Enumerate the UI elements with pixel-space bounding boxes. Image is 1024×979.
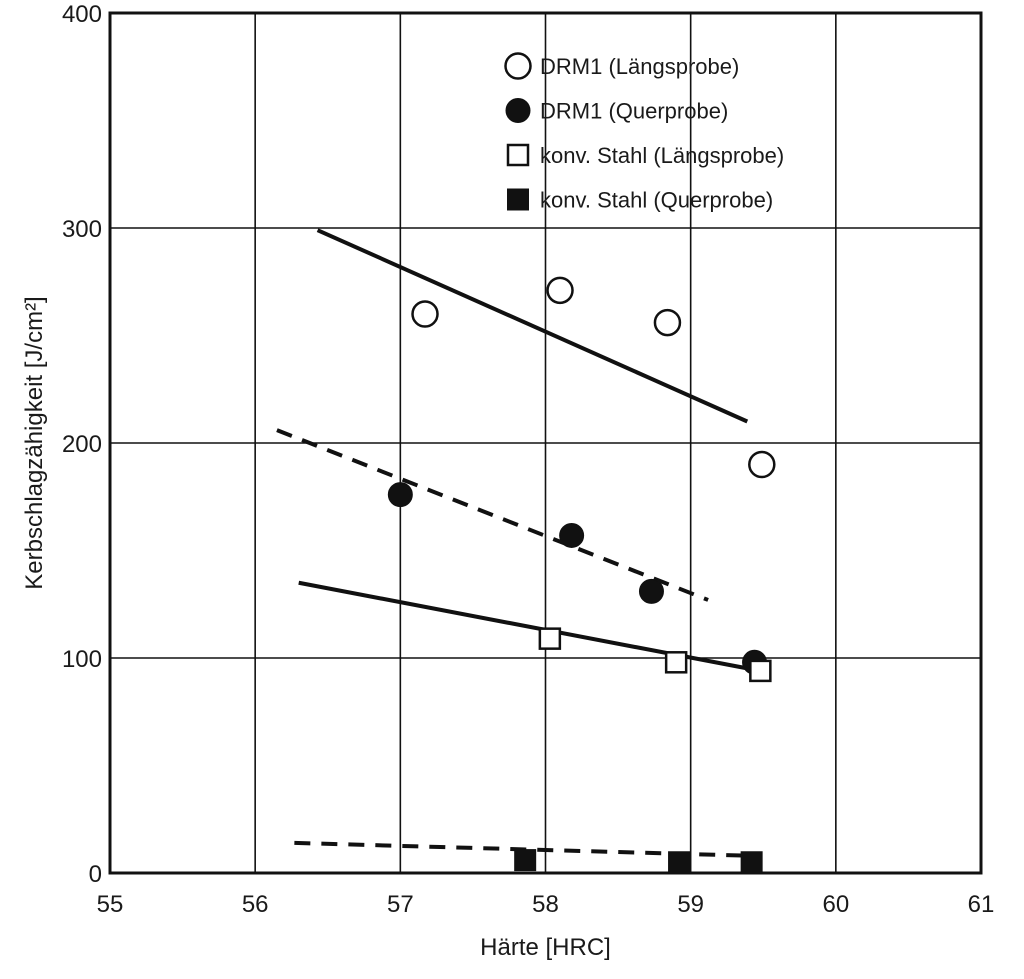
x-tick-label: 58 <box>532 891 559 918</box>
data-markers <box>387 276 776 874</box>
data-point <box>546 276 574 305</box>
x-tick-label: 59 <box>677 891 704 918</box>
y-tick-label: 0 <box>89 861 102 888</box>
y-tick-label: 200 <box>62 431 102 458</box>
data-point <box>387 482 413 508</box>
data-point <box>538 627 562 650</box>
data-point <box>514 849 537 872</box>
data-point <box>559 522 585 548</box>
trend-line <box>316 228 749 424</box>
data-point <box>668 851 691 874</box>
plot-frame <box>108 11 983 875</box>
legend-marker <box>504 52 532 80</box>
data-point <box>411 300 439 328</box>
data-point <box>653 308 682 337</box>
legend-marker <box>505 98 531 123</box>
data-point <box>638 578 664 604</box>
x-tick-label: 61 <box>968 891 995 918</box>
tick-labels: 55 56 57 58 59 60 61 0 100 200 300 400 <box>62 1 994 918</box>
legend-marker <box>507 188 529 211</box>
data-point <box>749 659 772 683</box>
y-tick-label: 100 <box>62 646 102 673</box>
trend-line <box>276 428 709 602</box>
x-axis-title: Härte [HRC] <box>480 934 611 961</box>
legend-label: konv. Stahl (Längsprobe) <box>540 143 784 168</box>
y-axis-title: Kerbschlagzähigkeit [J/cm²] <box>21 296 48 589</box>
data-point <box>748 450 776 479</box>
legend-marker <box>506 143 530 167</box>
legend-label: konv. Stahl (Querprobe) <box>540 188 773 213</box>
x-tick-label: 56 <box>242 891 269 918</box>
grid <box>110 13 981 873</box>
x-tick-label: 57 <box>387 891 414 918</box>
x-tick-label: 55 <box>97 891 124 918</box>
legend: DRM1 (Längsprobe) DRM1 (Querprobe) konv. S… <box>504 52 784 213</box>
y-tick-label: 300 <box>62 216 102 243</box>
legend-label: DRM1 (Längsprobe) <box>540 54 739 79</box>
x-tick-label: 60 <box>822 891 849 918</box>
legend-label: DRM1 (Querprobe) <box>540 99 728 124</box>
data-point <box>664 651 688 674</box>
y-tick-label: 400 <box>62 1 102 28</box>
data-point <box>740 851 763 874</box>
trend-lines <box>276 228 761 858</box>
